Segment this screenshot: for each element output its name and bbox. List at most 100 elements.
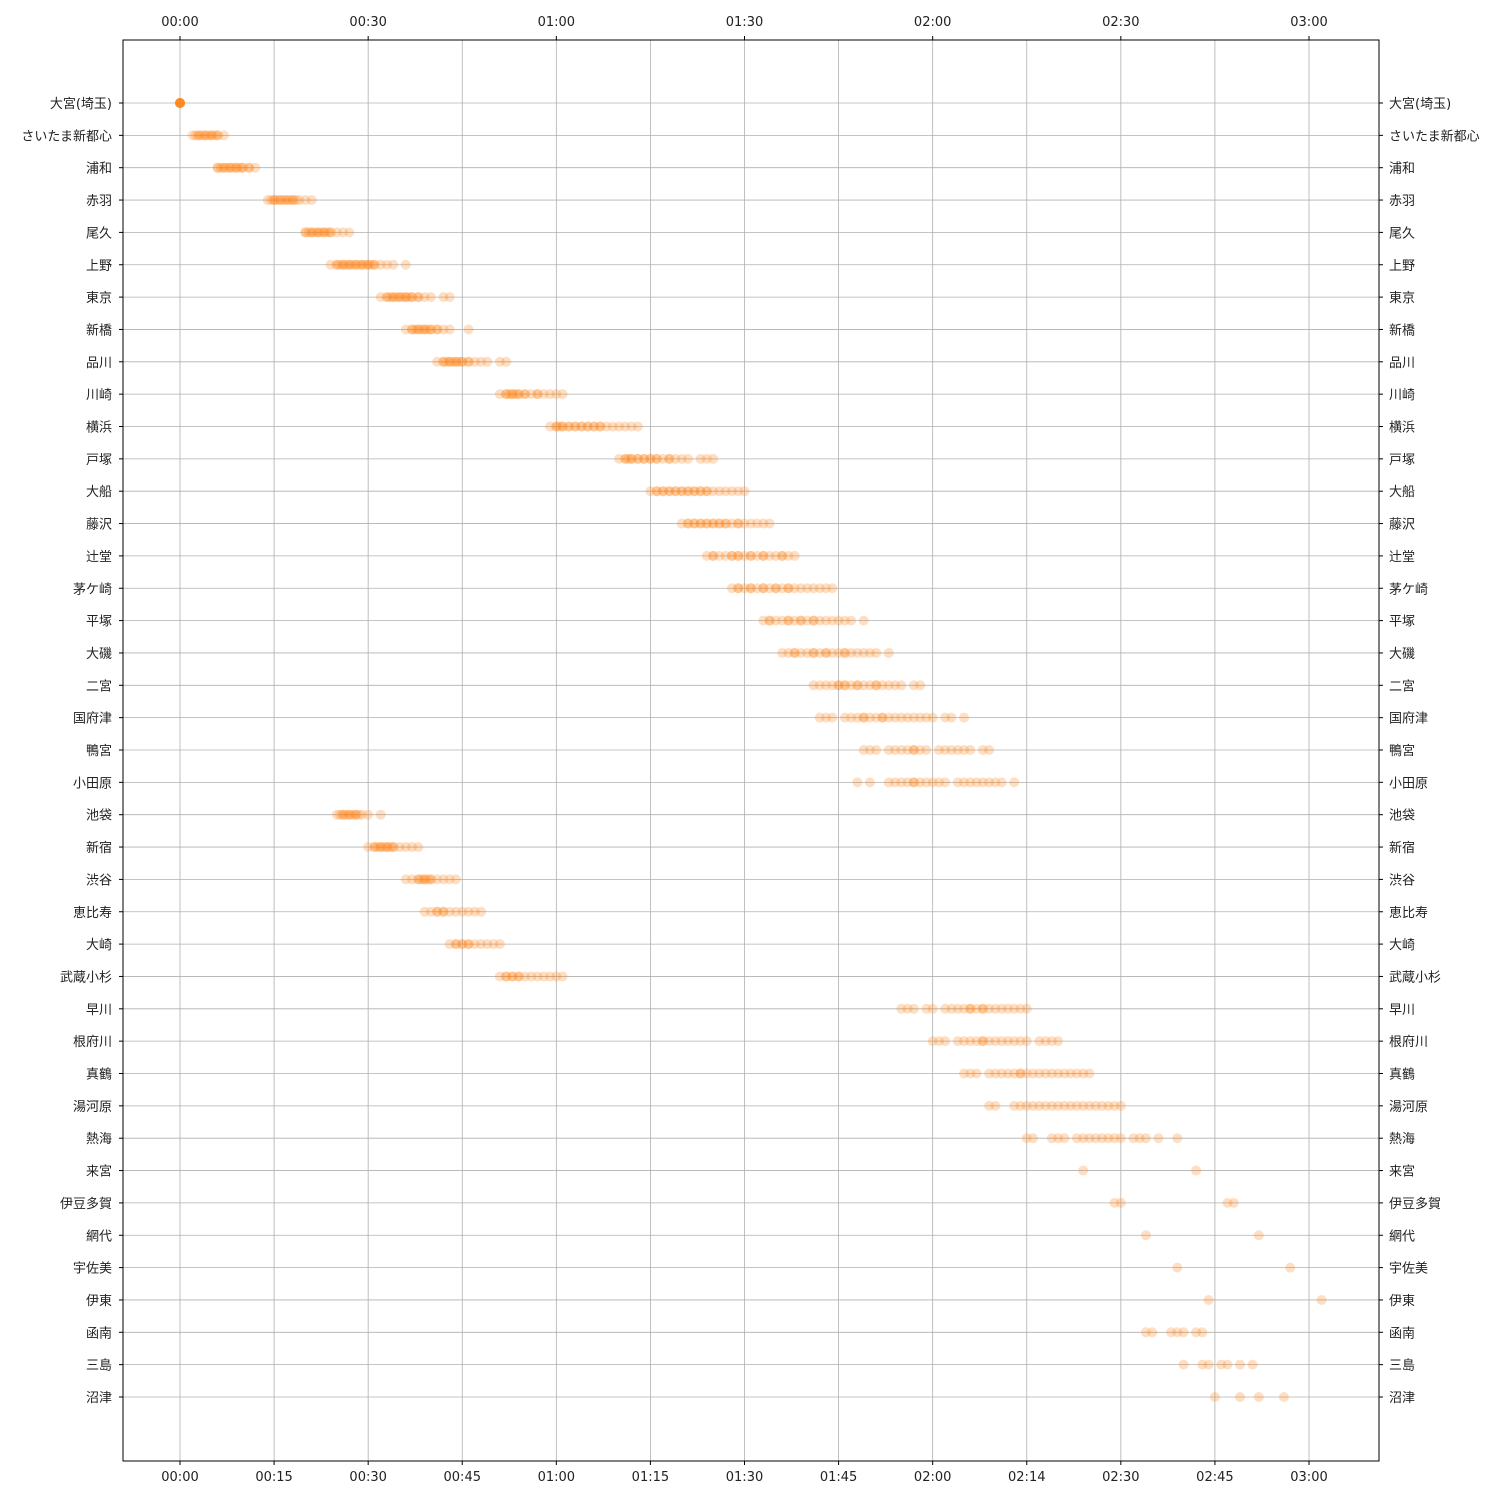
data-point (795, 647, 806, 658)
data-point (510, 389, 521, 400)
data-point (1078, 1068, 1089, 1079)
station-label-left: 辻堂 (86, 550, 112, 565)
data-point (871, 680, 882, 691)
x-tick-label-top: 01:30 (726, 15, 763, 30)
data-point (1015, 1068, 1026, 1079)
data-point (501, 389, 512, 400)
data-point (494, 939, 505, 950)
data-point (827, 712, 838, 723)
data-point (733, 583, 744, 594)
data-point (614, 421, 625, 432)
data-point (419, 292, 430, 303)
data-point (388, 842, 399, 853)
data-point (858, 712, 869, 723)
data-point (927, 712, 938, 723)
data-point (1247, 1359, 1258, 1370)
data-point (827, 680, 838, 691)
data-point (720, 518, 731, 529)
station-label-left: 上野 (86, 259, 112, 274)
data-point (965, 777, 976, 788)
x-tick-label-bottom: 03:00 (1290, 1470, 1327, 1485)
data-point (996, 777, 1007, 788)
station-label-left: 湯河原 (73, 1100, 112, 1115)
data-point (463, 939, 474, 950)
data-point (325, 227, 336, 238)
data-point (269, 195, 280, 206)
data-point (808, 615, 819, 626)
data-point (965, 1003, 976, 1014)
data-point (447, 356, 458, 367)
data-point (764, 615, 775, 626)
x-tick-label-bottom: 02:00 (914, 1470, 951, 1485)
station-label-right: 鴨宮 (1389, 743, 1415, 759)
data-point (1090, 1100, 1101, 1111)
data-point (231, 162, 242, 173)
data-point (557, 421, 568, 432)
data-point (808, 647, 819, 658)
data-point (795, 615, 806, 626)
data-point (858, 680, 869, 691)
data-point (733, 550, 744, 561)
data-point (864, 777, 875, 788)
data-point (407, 324, 418, 335)
data-point (871, 745, 882, 755)
data-point (739, 583, 750, 594)
station-label-right: 浦和 (1389, 162, 1415, 177)
station-label-right: 沼津 (1389, 1391, 1415, 1406)
data-point (908, 1003, 919, 1014)
data-point (933, 777, 944, 788)
data-point (209, 130, 220, 141)
data-point (1065, 1100, 1076, 1111)
station-label-left: 横浜 (86, 421, 112, 436)
data-point (990, 1003, 1001, 1014)
data-point (419, 874, 430, 885)
data-point (457, 906, 468, 917)
station-label-right: 戸塚 (1389, 453, 1415, 468)
data-point (1078, 1165, 1089, 1176)
data-point (450, 939, 461, 950)
data-point (469, 356, 480, 367)
data-point (1191, 1165, 1202, 1176)
data-point (463, 356, 474, 367)
data-point (1153, 1133, 1164, 1144)
data-point (425, 292, 436, 303)
data-point (1109, 1133, 1120, 1144)
data-point (1134, 1133, 1145, 1144)
data-point (764, 615, 775, 626)
station-label-left: 真鶴 (86, 1067, 112, 1083)
data-point (984, 1100, 995, 1111)
data-point (770, 583, 781, 594)
data-point (1053, 1036, 1064, 1047)
data-point (990, 1068, 1001, 1079)
x-tick-label-top: 02:30 (1102, 15, 1139, 30)
data-point (1034, 1036, 1045, 1047)
data-point (432, 874, 443, 885)
data-point (1316, 1294, 1327, 1305)
data-point (381, 292, 392, 303)
data-point (419, 324, 430, 335)
data-point (394, 292, 405, 303)
data-point (908, 777, 919, 788)
data-point (695, 518, 706, 529)
data-point (745, 550, 756, 561)
data-point (883, 647, 894, 658)
data-point (946, 712, 957, 723)
station-label-right: 来宮 (1389, 1164, 1415, 1180)
data-point (714, 518, 725, 529)
station-label-left: 宇佐美 (73, 1262, 112, 1277)
data-point (940, 777, 951, 788)
data-point (871, 647, 882, 658)
data-point (234, 162, 245, 173)
data-point (338, 809, 349, 820)
data-point (971, 777, 982, 788)
data-point (325, 227, 336, 238)
data-point (316, 227, 327, 238)
station-label-right: 大船 (1389, 485, 1415, 500)
data-point (1021, 1003, 1032, 1014)
data-point (419, 324, 430, 335)
data-point (1278, 1392, 1289, 1402)
data-point (933, 745, 944, 755)
data-point (225, 162, 236, 173)
data-point (1166, 1327, 1177, 1338)
data-point (940, 712, 951, 723)
